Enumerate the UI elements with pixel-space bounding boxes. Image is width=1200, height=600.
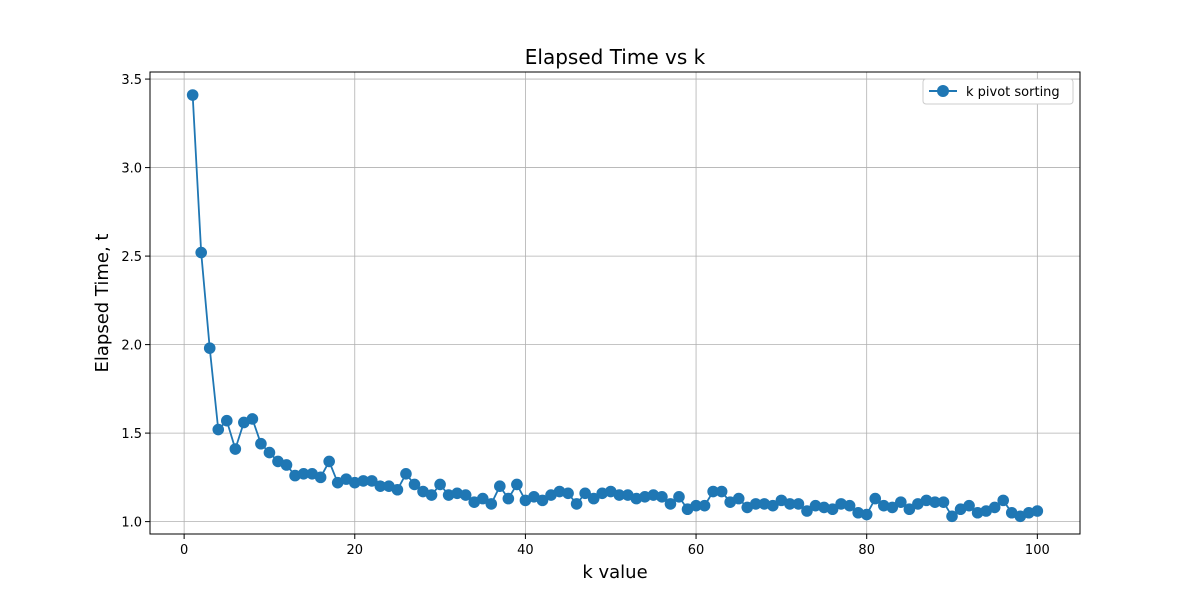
data-point <box>562 487 574 500</box>
data-point <box>895 496 907 508</box>
data-point <box>937 496 950 508</box>
data-point <box>707 485 719 498</box>
x-tick-label: 80 <box>858 543 875 558</box>
data-point <box>280 459 293 471</box>
plot-frame <box>149 71 1081 535</box>
data-point <box>400 468 412 480</box>
data-point <box>587 492 600 505</box>
x-tick-label: 100 <box>1025 543 1050 558</box>
data-point <box>425 489 438 501</box>
data-point <box>297 468 310 480</box>
data-point <box>690 499 702 512</box>
data-point <box>476 492 489 505</box>
data-point <box>613 489 626 501</box>
data-point <box>801 505 813 517</box>
data-point <box>485 498 498 510</box>
data-point <box>494 480 506 493</box>
data-point <box>229 443 242 455</box>
data-point <box>502 492 515 505</box>
y-tick-label: 3.5 <box>121 73 142 88</box>
data-point <box>826 503 839 516</box>
data-point <box>212 423 225 436</box>
data-point <box>536 494 549 507</box>
data-point <box>860 508 873 521</box>
y-tick-label: 3.0 <box>121 162 142 177</box>
data-point <box>664 498 677 510</box>
data-point <box>732 492 745 505</box>
data-point <box>656 491 668 503</box>
data-point <box>511 478 523 491</box>
tick-layer: 0 20 40 60 80 100 1.0 1.5 2.0 2.5 3.0 3.5 <box>121 73 1049 558</box>
data-point <box>220 414 233 427</box>
data-point <box>203 342 216 354</box>
data-point <box>459 489 472 501</box>
data-point <box>374 480 387 493</box>
data-point <box>357 475 370 487</box>
y-tick-label: 1.5 <box>121 427 142 442</box>
data-point <box>570 498 583 510</box>
data-point <box>963 499 975 512</box>
data-point <box>767 499 779 512</box>
legend-label: k pivot sorting <box>966 85 1060 100</box>
series-layer <box>186 89 1044 523</box>
data-point <box>698 499 711 512</box>
x-tick-label: 0 <box>180 543 188 558</box>
data-point <box>195 246 207 259</box>
data-point <box>408 478 421 491</box>
data-point <box>314 471 327 484</box>
grid-layer <box>150 72 1080 534</box>
data-point <box>255 437 267 450</box>
series-line <box>191 94 1038 518</box>
data-point <box>749 498 762 510</box>
data-point <box>1031 505 1044 517</box>
x-tick-label: 40 <box>517 543 534 558</box>
data-point <box>186 89 199 101</box>
data-point <box>988 501 1001 514</box>
data-point <box>903 503 916 516</box>
data-point <box>784 498 796 510</box>
legend-marker-swatch <box>937 85 949 97</box>
y-tick-label: 1.0 <box>121 516 142 531</box>
data-point <box>579 487 591 500</box>
data-point <box>391 483 404 496</box>
y-tick-label: 2.0 <box>121 339 142 354</box>
data-point <box>792 498 805 510</box>
y-tick-label: 2.5 <box>121 250 142 265</box>
data-point <box>673 491 685 503</box>
data-point <box>946 510 958 523</box>
legend-box <box>922 78 1074 105</box>
data-point <box>246 413 259 425</box>
data-point <box>715 485 728 498</box>
data-point <box>263 446 276 459</box>
chart-title: Elapsed Time vs k <box>525 45 706 69</box>
data-point <box>366 475 378 487</box>
x-tick-label: 60 <box>688 543 705 558</box>
x-axis-label: k value <box>582 562 647 583</box>
data-point <box>434 478 446 491</box>
y-axis-label: Elapsed Time, t <box>92 234 113 373</box>
data-point <box>869 492 882 505</box>
data-point <box>843 499 856 512</box>
data-point <box>323 455 335 468</box>
data-point <box>886 501 899 514</box>
legend: k pivot sorting <box>922 78 1074 105</box>
data-point <box>997 494 1010 507</box>
x-tick-label: 20 <box>346 543 363 558</box>
data-point <box>929 496 941 508</box>
